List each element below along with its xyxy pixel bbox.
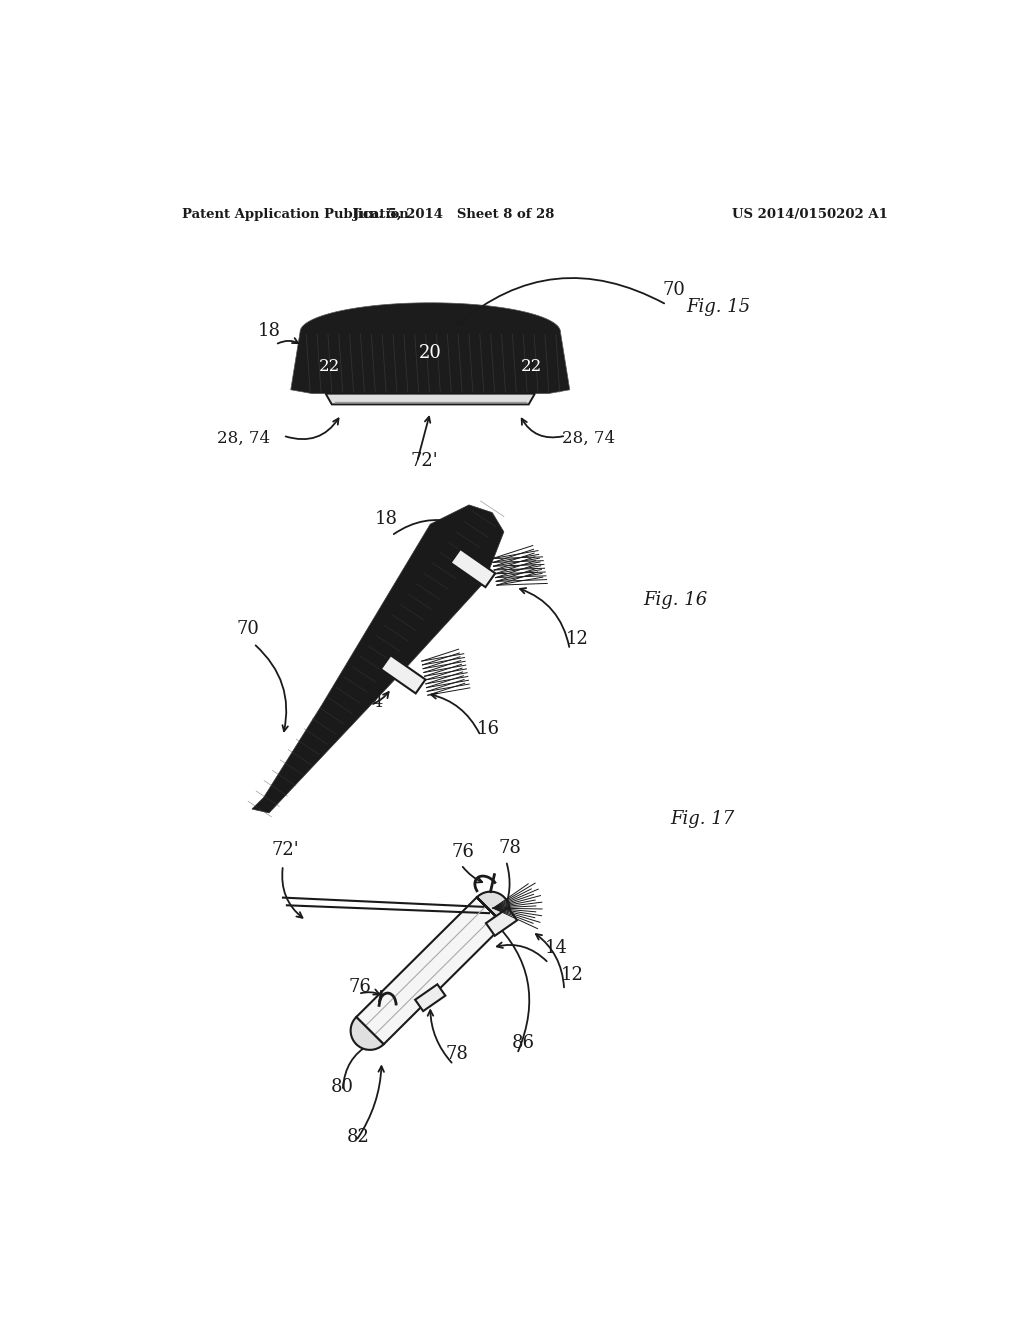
Text: 16: 16 bbox=[477, 721, 500, 738]
Polygon shape bbox=[477, 891, 510, 924]
Polygon shape bbox=[451, 549, 496, 587]
Text: 76: 76 bbox=[452, 843, 475, 861]
Text: 18: 18 bbox=[258, 322, 282, 339]
Text: 28, 74: 28, 74 bbox=[217, 430, 270, 447]
Polygon shape bbox=[252, 506, 504, 813]
Polygon shape bbox=[356, 898, 504, 1044]
Polygon shape bbox=[291, 302, 569, 393]
Text: 74: 74 bbox=[362, 693, 384, 710]
Text: 12: 12 bbox=[566, 630, 589, 648]
Polygon shape bbox=[326, 393, 535, 404]
Text: Patent Application Publication: Patent Application Publication bbox=[182, 209, 409, 222]
Text: 80: 80 bbox=[331, 1078, 354, 1096]
Polygon shape bbox=[415, 985, 445, 1011]
Text: Fig. 16: Fig. 16 bbox=[643, 591, 708, 609]
Text: 20: 20 bbox=[419, 345, 441, 362]
Text: 72': 72' bbox=[271, 841, 299, 859]
Text: 70: 70 bbox=[237, 620, 259, 639]
Text: 86: 86 bbox=[512, 1034, 535, 1052]
Text: 14: 14 bbox=[545, 940, 567, 957]
Text: 28, 74: 28, 74 bbox=[562, 430, 615, 447]
Text: 22: 22 bbox=[318, 358, 340, 375]
Text: 78: 78 bbox=[499, 840, 521, 857]
Text: 72': 72' bbox=[411, 453, 438, 470]
Text: 12: 12 bbox=[560, 966, 583, 985]
Text: 82: 82 bbox=[347, 1129, 370, 1146]
Text: US 2014/0150202 A1: US 2014/0150202 A1 bbox=[732, 209, 888, 222]
Text: Fig. 17: Fig. 17 bbox=[671, 810, 735, 829]
Text: Fig. 15: Fig. 15 bbox=[686, 298, 751, 317]
Text: 70: 70 bbox=[663, 281, 686, 300]
Text: 78: 78 bbox=[445, 1045, 469, 1064]
Text: 76: 76 bbox=[349, 978, 372, 995]
Polygon shape bbox=[381, 655, 426, 693]
Text: 22: 22 bbox=[520, 358, 542, 375]
Polygon shape bbox=[350, 1016, 384, 1049]
Text: Jun. 5, 2014   Sheet 8 of 28: Jun. 5, 2014 Sheet 8 of 28 bbox=[353, 209, 554, 222]
Polygon shape bbox=[486, 908, 517, 936]
Text: 74: 74 bbox=[465, 528, 486, 545]
Text: 18: 18 bbox=[375, 510, 397, 528]
